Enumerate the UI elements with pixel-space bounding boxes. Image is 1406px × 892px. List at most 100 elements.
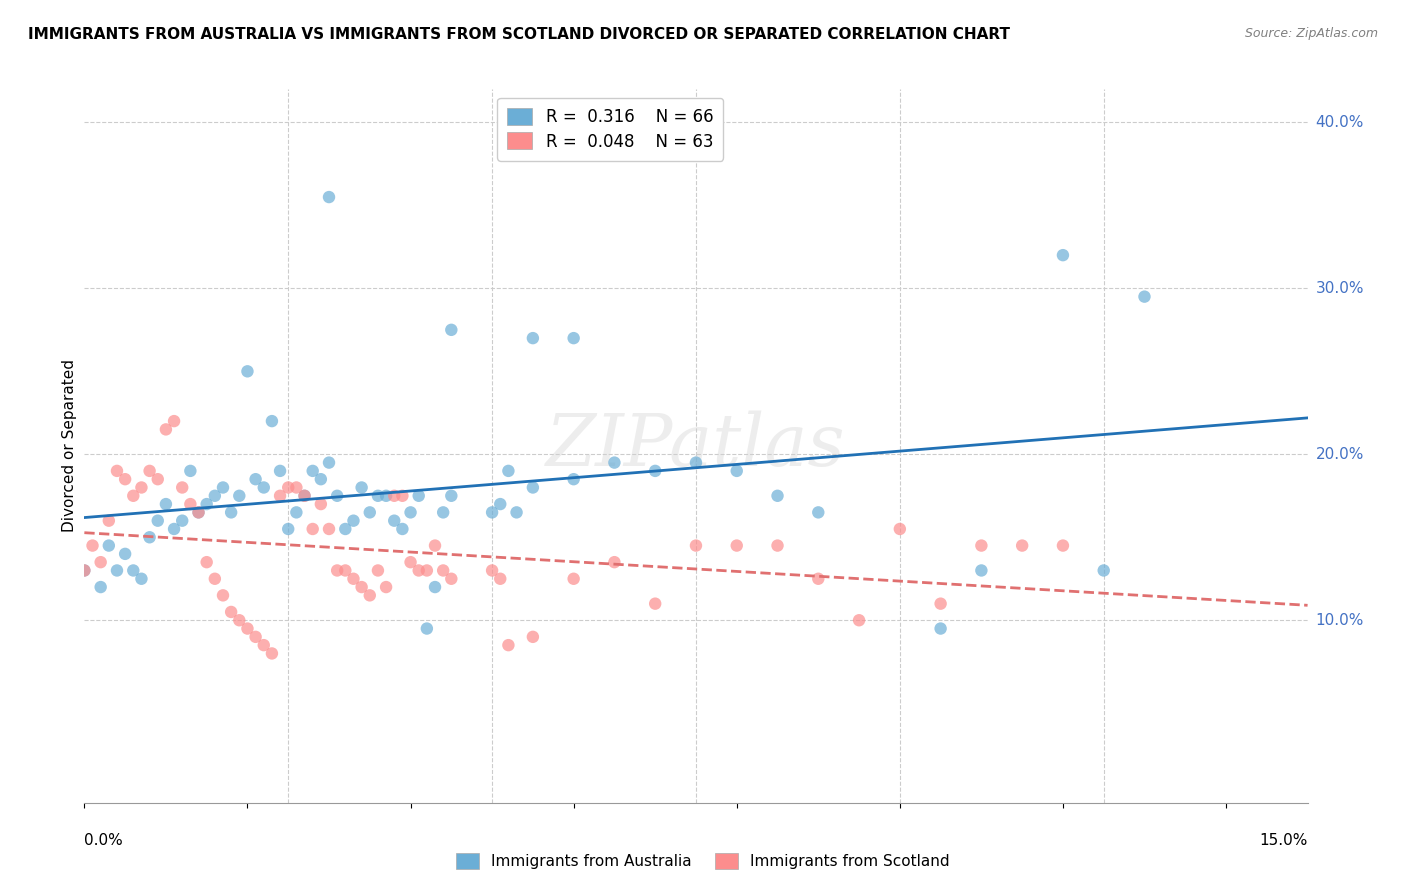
Point (342, 514, 364, 528)
Text: IMMIGRANTS FROM AUSTRALIA VS IMMIGRANTS FROM SCOTLAND DIVORCED OR SEPARATED CORR: IMMIGRANTS FROM AUSTRALIA VS IMMIGRANTS … (28, 27, 1010, 42)
Point (970, 564, 993, 578)
Point (562, 472, 585, 486)
Point (195, 555, 218, 569)
Point (342, 572, 364, 586)
Point (481, 564, 503, 578)
Point (146, 472, 169, 486)
Point (929, 622, 952, 636)
Point (326, 564, 349, 578)
Point (382, 514, 405, 528)
Point (90, 555, 112, 569)
Point (766, 489, 789, 503)
Point (253, 481, 276, 495)
Point (318, 522, 340, 536)
Point (1052, 539, 1074, 553)
Point (399, 505, 422, 519)
Point (163, 414, 186, 428)
Point (335, 564, 357, 578)
Point (766, 539, 789, 553)
Point (848, 613, 870, 627)
Point (179, 497, 201, 511)
Point (253, 638, 276, 652)
Point (498, 638, 520, 652)
Point (195, 497, 218, 511)
Point (440, 572, 463, 586)
Text: 0.0%: 0.0% (84, 832, 124, 847)
Point (432, 564, 454, 578)
Point (172, 514, 194, 528)
Point (245, 630, 267, 644)
Point (236, 364, 259, 378)
Point (204, 489, 226, 503)
Point (309, 472, 332, 486)
Point (228, 489, 250, 503)
Point (562, 572, 585, 586)
Point (146, 514, 169, 528)
Point (73, 564, 96, 578)
Point (1011, 539, 1033, 553)
Point (219, 505, 242, 519)
Point (155, 497, 177, 511)
Point (131, 481, 153, 495)
Point (163, 522, 186, 536)
Point (522, 481, 544, 495)
Point (889, 522, 911, 536)
Legend: R =  0.316    N = 66, R =  0.048    N = 63: R = 0.316 N = 66, R = 0.048 N = 63 (498, 97, 723, 161)
Point (318, 190, 340, 204)
Point (309, 497, 332, 511)
Text: 15.0%: 15.0% (1260, 832, 1308, 847)
Point (269, 489, 291, 503)
Point (277, 481, 299, 495)
Point (807, 505, 830, 519)
Point (367, 489, 389, 503)
Point (440, 323, 463, 337)
Point (219, 605, 242, 619)
Point (179, 464, 201, 478)
Point (522, 630, 544, 644)
Point (644, 597, 666, 611)
Point (408, 489, 430, 503)
Point (277, 522, 299, 536)
Point (505, 505, 527, 519)
Point (260, 647, 283, 661)
Point (301, 522, 323, 536)
Point (416, 622, 439, 636)
Point (114, 472, 136, 486)
Y-axis label: Divorced or Separated: Divorced or Separated (62, 359, 77, 533)
Point (105, 464, 128, 478)
Point (114, 547, 136, 561)
Point (326, 489, 349, 503)
Point (285, 505, 308, 519)
Point (970, 539, 993, 553)
Point (318, 456, 340, 470)
Point (408, 564, 430, 578)
Point (122, 564, 145, 578)
Point (685, 456, 707, 470)
Point (212, 588, 235, 602)
Point (725, 539, 748, 553)
Point (498, 464, 520, 478)
Point (522, 331, 544, 345)
Point (236, 622, 259, 636)
Point (416, 564, 439, 578)
Point (603, 456, 626, 470)
Text: 10.0%: 10.0% (1316, 613, 1364, 628)
Point (644, 464, 666, 478)
Point (685, 539, 707, 553)
Point (423, 539, 446, 553)
Point (375, 489, 398, 503)
Point (350, 481, 373, 495)
Point (367, 564, 389, 578)
Point (122, 489, 145, 503)
Point (245, 472, 267, 486)
Point (335, 522, 357, 536)
Point (375, 580, 398, 594)
Point (1092, 564, 1115, 578)
Point (97, 539, 120, 553)
Point (204, 572, 226, 586)
Text: Source: ZipAtlas.com: Source: ZipAtlas.com (1244, 27, 1378, 40)
Point (97, 514, 120, 528)
Point (260, 414, 283, 428)
Point (105, 564, 128, 578)
Point (489, 572, 512, 586)
